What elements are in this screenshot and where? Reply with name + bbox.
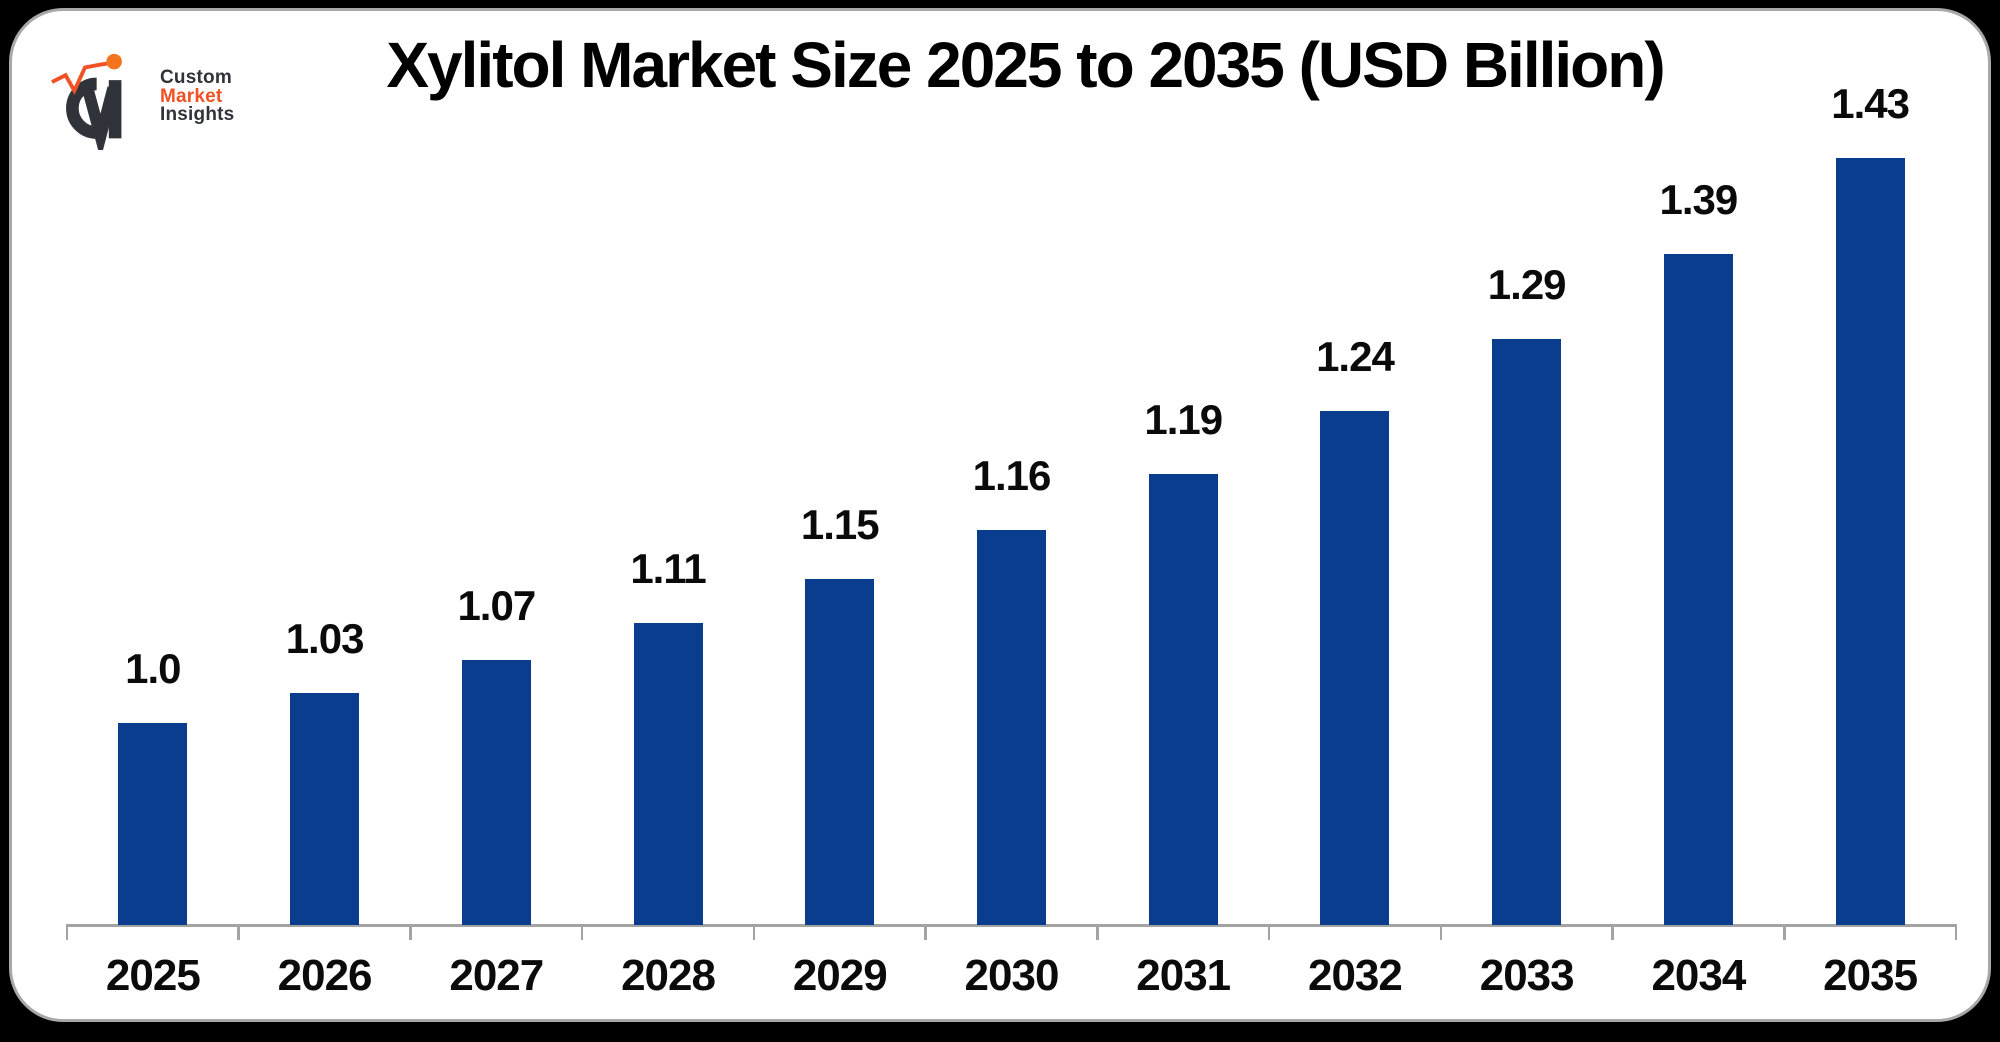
bar-value-label-2031: 1.19 <box>1144 396 1223 443</box>
x-axis-tick <box>924 923 927 940</box>
x-axis-label-2031: 2031 <box>1136 951 1231 1000</box>
x-axis-tick <box>580 923 584 940</box>
x-axis-tick <box>237 923 240 940</box>
logo-line-custom: Custom <box>160 67 232 88</box>
bar-value-label-2033: 1.29 <box>1487 261 1567 308</box>
x-axis-label-2032: 2032 <box>1307 951 1403 1000</box>
x-axis-label-2027: 2027 <box>449 951 544 1000</box>
logo-line-market: Market <box>160 85 223 107</box>
cmi-logo-mark-icon <box>51 53 122 150</box>
bar-value-label-2032: 1.24 <box>1316 333 1395 380</box>
bar-2031 <box>1148 474 1218 925</box>
bar-value-label-2026: 1.03 <box>285 615 365 662</box>
logo-line-insights: Insights <box>160 104 235 125</box>
bar-2030 <box>977 530 1046 925</box>
bar-2029 <box>805 579 875 925</box>
bar-value-label-2028: 1.11 <box>630 545 706 592</box>
x-axis-label-2028: 2028 <box>621 951 716 1000</box>
bar-value-label-2027: 1.07 <box>457 582 536 629</box>
logo-wordmark: Custom Market Insights <box>160 67 235 125</box>
x-axis-tick <box>1954 923 1958 940</box>
x-axis-tick <box>65 923 69 940</box>
bar-2032 <box>1320 411 1390 925</box>
x-axis-label-2026: 2026 <box>277 951 373 1000</box>
x-axis-line <box>67 923 1956 927</box>
x-axis-label-2035: 2035 <box>1823 951 1918 1000</box>
x-axis-tick <box>409 923 412 940</box>
x-axis-tick <box>1783 923 1786 940</box>
bar-2025 <box>118 723 188 925</box>
bar-2033 <box>1492 339 1562 925</box>
x-axis-label-2025: 2025 <box>105 951 201 1000</box>
bar-2026 <box>290 693 360 925</box>
x-axis-label-2030: 2030 <box>964 951 1060 1000</box>
bar-value-label-2025: 1.0 <box>125 645 181 692</box>
x-axis-tick <box>1611 923 1614 940</box>
bar-value-label-2035: 1.43 <box>1831 80 1910 127</box>
x-axis-label-2034: 2034 <box>1651 951 1746 1000</box>
x-axis-label-2029: 2029 <box>792 951 888 1000</box>
x-axis-tick <box>1439 923 1443 940</box>
chart-card: Custom Market Insights Xylitol Market Si… <box>9 8 1991 1022</box>
bar-value-label-2030: 1.16 <box>972 452 1052 499</box>
x-axis-label-2033: 2033 <box>1479 951 1575 1000</box>
x-axis-tick <box>1096 923 1099 940</box>
x-axis-tick <box>1267 923 1271 940</box>
bar-2027 <box>461 660 531 925</box>
chart-title: Xylitol Market Size 2025 to 2035 (USD Bi… <box>386 29 1665 101</box>
bar-2034 <box>1663 254 1733 925</box>
bar-value-label-2029: 1.15 <box>800 501 880 548</box>
bar-value-label-2034: 1.39 <box>1659 176 1739 223</box>
bar-2028 <box>633 623 703 925</box>
cmi-logo: Custom Market Insights <box>42 47 282 152</box>
bar-chart-plot: 1.0 2025 1.03 2026 1.07 2027 1.11 2028 1.15 2029 1… <box>12 11 2000 1042</box>
bar-2035 <box>1835 158 1905 925</box>
x-axis-tick <box>752 923 756 940</box>
